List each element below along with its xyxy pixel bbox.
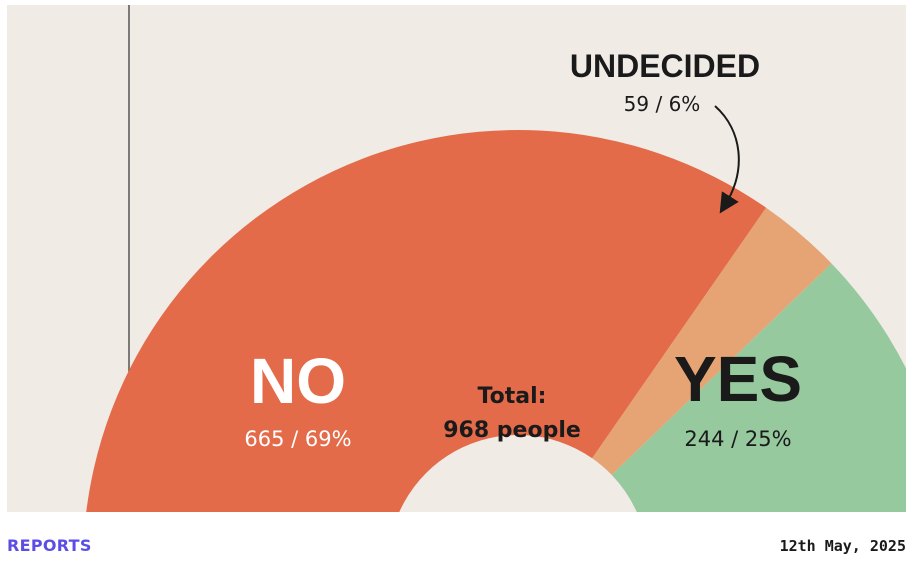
slice-yes <box>611 263 906 512</box>
chart-panel: NO 665 / 69% YES 244 / 25% UNDECIDED 59 … <box>7 5 906 512</box>
undecided-label: UNDECIDED <box>570 48 760 84</box>
undecided-value-label: 59 / 6% <box>624 92 701 116</box>
no-label: NO <box>250 345 346 417</box>
semi-donut-chart: NO 665 / 69% YES 244 / 25% UNDECIDED 59 … <box>86 5 906 512</box>
no-value-label: 665 / 69% <box>244 427 351 451</box>
yes-label: YES <box>674 343 802 415</box>
yes-value-label: 244 / 25% <box>684 427 791 451</box>
reports-link[interactable]: REPORTS <box>7 536 92 555</box>
date-label: 12th May, 2025 <box>779 537 906 555</box>
total-label: Total: <box>478 384 547 409</box>
total-value: 968 people <box>443 418 581 443</box>
undecided-arrow <box>714 105 740 214</box>
slice-undecided <box>592 207 832 475</box>
slice-no <box>86 130 767 512</box>
